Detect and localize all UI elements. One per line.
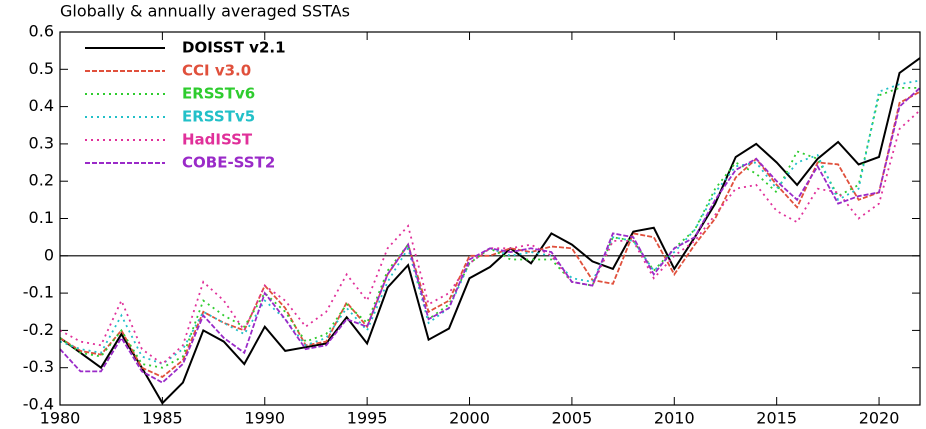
x-tick-label: 1995 xyxy=(347,409,388,428)
legend-label: DOISST v2.1 xyxy=(182,39,286,57)
legend-label: ERSSTv5 xyxy=(182,108,255,126)
x-tick-label: 2005 xyxy=(552,409,593,428)
plot-frame xyxy=(59,31,921,406)
x-tick-label: 2020 xyxy=(859,409,900,428)
series-line xyxy=(59,87,921,384)
legend-label: HadISST xyxy=(182,131,253,149)
y-tick-label: 0.2 xyxy=(29,171,54,190)
x-tick-label: 1985 xyxy=(142,409,183,428)
legend-label: ERSSTv6 xyxy=(182,85,255,103)
y-tick-label: 0.5 xyxy=(29,59,54,78)
legend-label: CCI v3.0 xyxy=(182,62,251,80)
y-tick-label: 0 xyxy=(44,245,54,264)
series-line xyxy=(59,90,921,379)
x-tick-label: 2015 xyxy=(756,409,797,428)
x-tick-label: 2000 xyxy=(449,409,490,428)
y-tick-label: 0.3 xyxy=(29,133,54,152)
y-tick-label: -0.2 xyxy=(23,320,54,339)
series-line xyxy=(59,57,921,405)
x-tick-label: 1980 xyxy=(40,409,81,428)
y-tick-label: 0.4 xyxy=(29,96,54,115)
y-tick-label: 0.6 xyxy=(29,22,54,41)
x-tick-label: 2010 xyxy=(654,409,695,428)
y-tick-label: -0.3 xyxy=(23,357,54,376)
legend-label: COBE-SST2 xyxy=(182,154,275,172)
chart-title: Globally & annually averaged SSTAs xyxy=(60,2,350,21)
y-tick-label: 0.1 xyxy=(29,208,54,227)
series-line xyxy=(59,87,920,369)
y-tick-label: -0.4 xyxy=(23,395,54,414)
series-line xyxy=(59,109,921,366)
x-tick-label: 1990 xyxy=(244,409,285,428)
y-tick-label: -0.1 xyxy=(23,283,54,302)
